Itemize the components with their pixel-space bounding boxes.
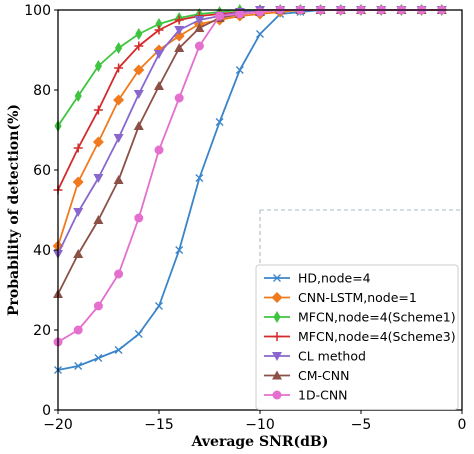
x-tick-label: 0 xyxy=(458,417,467,433)
y-tick-label: 0 xyxy=(42,403,51,419)
data-point xyxy=(194,23,205,32)
data-point xyxy=(114,346,123,354)
data-point xyxy=(134,41,144,51)
data-point xyxy=(74,90,82,102)
x-tick-label: −20 xyxy=(43,417,73,433)
y-tick-label: 40 xyxy=(33,243,51,259)
y-tick-label: 60 xyxy=(33,163,51,179)
series-line xyxy=(57,9,442,247)
data-point xyxy=(255,7,265,17)
data-point xyxy=(94,60,102,72)
legend-label: HD,node=4 xyxy=(298,271,371,286)
legend-entry: HD,node=4 xyxy=(264,271,371,286)
data-point xyxy=(154,50,164,59)
data-point xyxy=(73,249,84,258)
data-point xyxy=(73,208,84,217)
data-point xyxy=(113,94,125,106)
data-point xyxy=(235,9,245,19)
data-point xyxy=(72,176,84,188)
data-point xyxy=(215,11,225,21)
data-point xyxy=(194,16,205,25)
legend-marker xyxy=(271,292,283,303)
data-point xyxy=(174,26,185,35)
data-point xyxy=(73,143,83,153)
data-point xyxy=(175,246,184,254)
data-point xyxy=(174,43,185,52)
data-point xyxy=(135,28,143,40)
legend-entry: CM-CNN xyxy=(264,368,349,383)
data-point xyxy=(133,121,144,130)
data-point xyxy=(115,42,123,54)
data-point xyxy=(215,118,224,126)
legend-marker xyxy=(272,332,282,341)
legend-entry: CNN-LSTM,node=1 xyxy=(264,290,417,305)
y-tick-label: 20 xyxy=(33,323,51,339)
legend-label: 1D-CNN xyxy=(298,388,348,403)
legend-label: CNN-LSTM,node=1 xyxy=(298,290,417,305)
data-point xyxy=(133,64,145,76)
data-point xyxy=(195,174,204,182)
legend-box xyxy=(255,264,459,410)
series-line xyxy=(57,9,442,255)
legend-label: MFCN,node=4(Scheme3) xyxy=(298,329,456,344)
legend-entry: CL method xyxy=(264,349,366,364)
data-point xyxy=(256,30,264,38)
data-point xyxy=(92,136,104,148)
x-axis-title: Average SNR(dB) xyxy=(191,434,329,450)
data-point xyxy=(93,301,103,311)
data-point xyxy=(194,41,204,51)
y-axis-title: Probability of detection(%) xyxy=(6,104,22,316)
legend-marker xyxy=(272,390,282,400)
x-tick-label: −5 xyxy=(351,417,372,433)
legend-entry: MFCN,node=4(Scheme1) xyxy=(264,310,456,325)
data-point xyxy=(174,15,184,25)
data-point xyxy=(113,134,124,143)
data-point xyxy=(154,25,164,35)
data-point xyxy=(73,325,83,335)
legend-label: CL method xyxy=(298,349,366,364)
data-point xyxy=(134,330,143,338)
legend-marker xyxy=(273,274,281,282)
y-tick-label: 100 xyxy=(24,3,51,19)
data-point xyxy=(93,174,104,183)
x-tick-label: −15 xyxy=(144,417,174,433)
data-point xyxy=(155,302,163,310)
data-point xyxy=(93,215,104,224)
y-tick-label: 80 xyxy=(33,83,51,99)
x-tick-label: −10 xyxy=(245,417,275,433)
series-5 xyxy=(53,6,447,259)
axis-ticks: −20 −15 −10 −5 0 0 20 40 60 80 100 xyxy=(24,3,466,433)
data-point xyxy=(114,63,124,73)
data-point xyxy=(174,93,184,103)
legend-label: CM-CNN xyxy=(298,368,349,383)
legend: HD,node=4 CNN-LSTM,node=1 MFCN,node=4(Sche… xyxy=(255,264,459,410)
data-point xyxy=(134,213,144,223)
data-point xyxy=(154,145,164,155)
legend-marker xyxy=(272,370,282,380)
data-point xyxy=(113,175,124,184)
series-2 xyxy=(52,4,448,252)
legend-entry: 1D-CNN xyxy=(264,388,348,403)
data-point xyxy=(114,269,124,279)
legend-label: MFCN,node=4(Scheme1) xyxy=(298,310,456,325)
data-point xyxy=(93,105,103,115)
series-4 xyxy=(53,5,447,195)
legend-marker xyxy=(272,352,282,361)
data-point xyxy=(74,362,83,370)
legend-marker xyxy=(273,311,281,323)
data-point xyxy=(235,66,244,74)
data-point xyxy=(154,81,164,90)
data-point xyxy=(94,354,103,362)
legend-entry: MFCN,node=4(Scheme3) xyxy=(264,329,456,344)
data-point xyxy=(133,90,144,99)
data-point xyxy=(155,18,163,30)
